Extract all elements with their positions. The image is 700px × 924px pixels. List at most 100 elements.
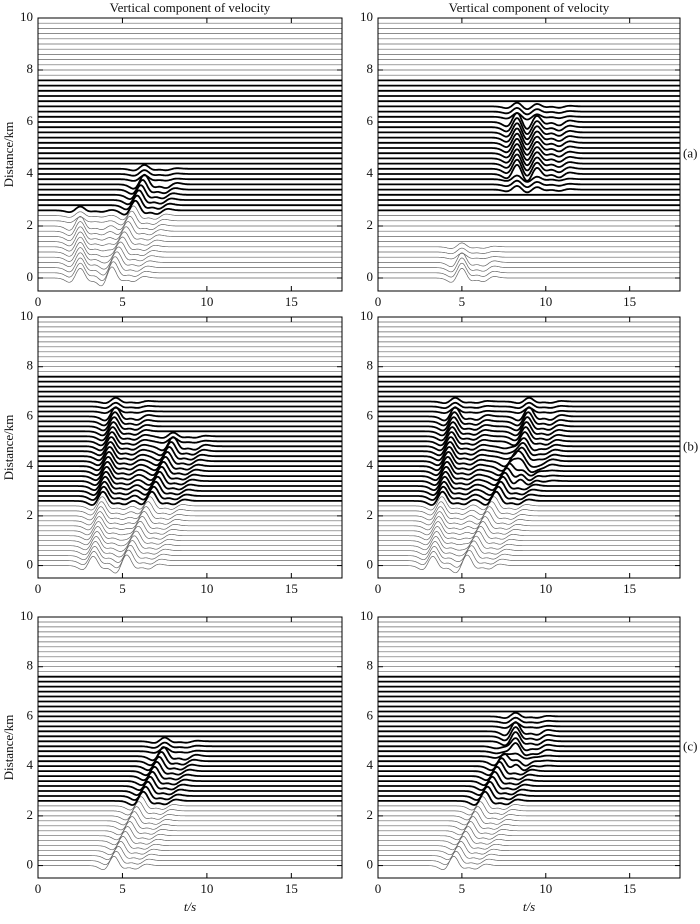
trace bbox=[38, 411, 342, 427]
trace bbox=[378, 401, 680, 410]
y-tick-label: 6 bbox=[27, 113, 34, 128]
trace bbox=[378, 521, 680, 536]
x-tick-label: 5 bbox=[119, 294, 126, 309]
trace bbox=[38, 475, 342, 492]
y-tick-label: 2 bbox=[27, 807, 34, 822]
trace bbox=[378, 148, 680, 167]
x-tick-label: 15 bbox=[285, 581, 298, 596]
trace bbox=[378, 846, 680, 861]
trace bbox=[38, 421, 342, 437]
panel: 0 5 10 15 0 2 4 6 8 10 Vertical component of veloc… bbox=[1, 0, 343, 309]
trace bbox=[378, 790, 680, 806]
trace bbox=[378, 475, 680, 492]
trace bbox=[378, 752, 680, 760]
trace bbox=[38, 199, 342, 216]
y-tick-label: 8 bbox=[27, 658, 34, 673]
trace bbox=[38, 490, 342, 506]
trace bbox=[38, 431, 342, 447]
x-tick-label: 10 bbox=[539, 581, 552, 596]
trace bbox=[378, 737, 680, 752]
plot-frame bbox=[377, 17, 681, 292]
panel-label: (a) bbox=[683, 145, 697, 160]
y-tick-label: 4 bbox=[27, 457, 34, 472]
trace bbox=[378, 801, 680, 816]
trace bbox=[38, 770, 342, 786]
trace bbox=[38, 851, 342, 866]
trace bbox=[378, 127, 680, 146]
trace bbox=[38, 266, 342, 287]
trace bbox=[38, 516, 342, 531]
panel: 0 5 10 15 0 2 4 6 8 10 Distance/km bbox=[1, 308, 343, 596]
trace bbox=[38, 846, 342, 861]
trace bbox=[38, 401, 342, 410]
x-tick-label: 10 bbox=[200, 581, 213, 596]
trace bbox=[38, 164, 342, 172]
trace bbox=[38, 780, 342, 797]
trace bbox=[378, 421, 680, 437]
trace bbox=[38, 746, 342, 754]
trace bbox=[378, 742, 680, 757]
trace bbox=[38, 261, 342, 282]
trace bbox=[378, 836, 680, 851]
y-axis-label: Distance/km bbox=[1, 715, 16, 781]
trace bbox=[378, 252, 680, 268]
trace bbox=[38, 841, 342, 856]
trace bbox=[38, 741, 342, 749]
trace bbox=[378, 252, 680, 260]
trace bbox=[378, 511, 680, 526]
y-tick-label: 0 bbox=[27, 857, 34, 872]
trace bbox=[378, 262, 680, 278]
trace bbox=[38, 231, 342, 247]
trace bbox=[378, 426, 680, 442]
trace bbox=[378, 760, 680, 777]
x-axis-label: t/s bbox=[184, 899, 196, 914]
trace bbox=[38, 465, 342, 482]
y-tick-label: 8 bbox=[27, 358, 34, 373]
y-tick-label: 4 bbox=[367, 457, 374, 472]
trace bbox=[378, 470, 680, 487]
trace bbox=[378, 851, 680, 866]
trace bbox=[378, 506, 680, 521]
trace bbox=[378, 101, 680, 110]
trace bbox=[38, 540, 342, 558]
trace bbox=[378, 841, 680, 856]
trace bbox=[38, 184, 342, 201]
x-tick-label: 15 bbox=[623, 581, 636, 596]
trace bbox=[38, 455, 342, 472]
trace bbox=[378, 831, 680, 846]
trace bbox=[38, 485, 342, 501]
trace bbox=[38, 194, 342, 211]
trace bbox=[378, 726, 680, 742]
trace bbox=[38, 775, 342, 791]
x-tick-label: 5 bbox=[119, 881, 126, 896]
y-tick-label: 4 bbox=[367, 757, 374, 772]
trace bbox=[38, 511, 342, 526]
trace bbox=[38, 856, 342, 870]
trace bbox=[378, 132, 680, 151]
x-tick-label: 0 bbox=[375, 581, 382, 596]
trace bbox=[38, 226, 342, 242]
y-tick-label: 8 bbox=[27, 61, 34, 76]
panel: 0 5 10 15 0 2 4 6 8 10 t/s (c) bbox=[360, 608, 697, 914]
trace bbox=[378, 721, 680, 737]
traces bbox=[38, 18, 342, 287]
x-tick-label: 5 bbox=[459, 581, 466, 596]
trace bbox=[38, 790, 342, 806]
trace bbox=[378, 766, 680, 782]
trace bbox=[378, 111, 680, 130]
trace bbox=[38, 496, 342, 511]
y-tick-label: 2 bbox=[27, 507, 34, 522]
y-tick-label: 6 bbox=[27, 707, 34, 722]
trace bbox=[378, 450, 680, 468]
trace bbox=[378, 780, 680, 796]
y-tick-label: 6 bbox=[367, 113, 374, 128]
trace bbox=[38, 470, 342, 487]
trace bbox=[378, 501, 680, 516]
y-tick-label: 0 bbox=[367, 269, 374, 284]
trace bbox=[378, 446, 680, 462]
trace bbox=[378, 153, 680, 172]
trace bbox=[38, 736, 342, 744]
trace bbox=[378, 516, 680, 531]
y-tick-label: 8 bbox=[367, 358, 374, 373]
